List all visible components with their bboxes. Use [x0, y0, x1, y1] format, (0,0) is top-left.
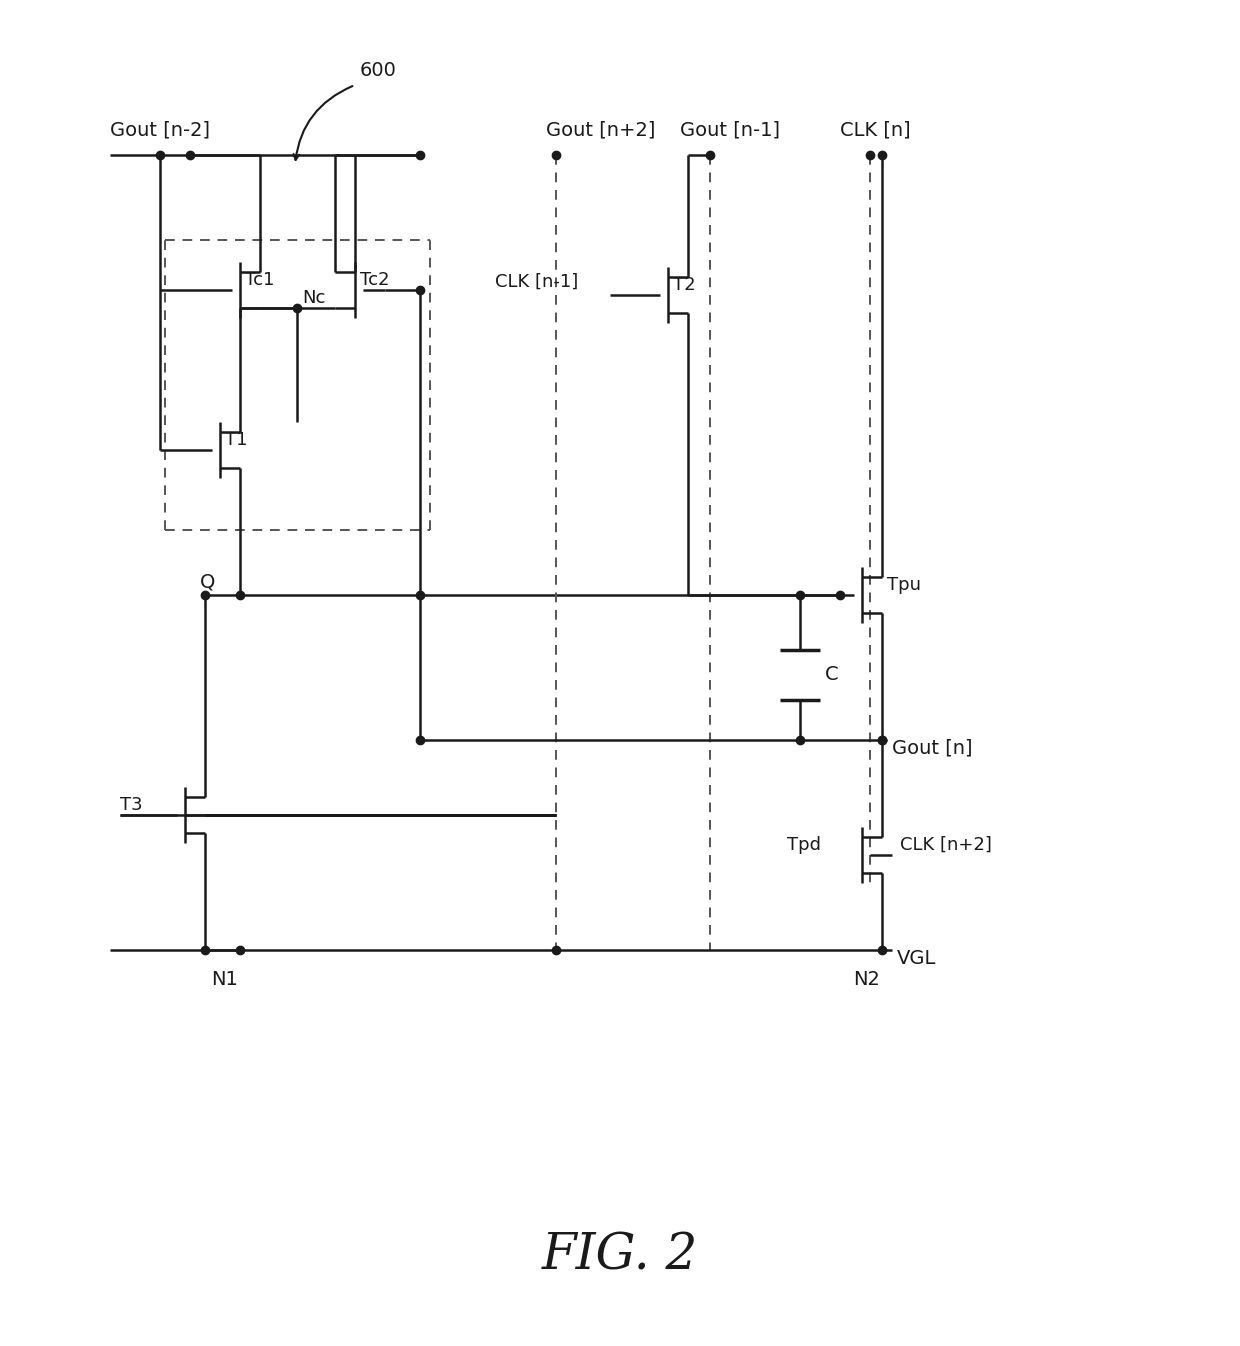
- Text: T1: T1: [224, 431, 248, 450]
- Text: Nc: Nc: [303, 289, 325, 307]
- Text: Gout [n+2]: Gout [n+2]: [546, 121, 656, 140]
- Text: VGL: VGL: [897, 949, 936, 968]
- Text: 600: 600: [360, 61, 397, 79]
- Text: CLK [n]: CLK [n]: [839, 121, 910, 140]
- Text: Tpu: Tpu: [887, 576, 921, 594]
- Text: Q: Q: [200, 572, 216, 591]
- Text: CLK [n+2]: CLK [n+2]: [900, 836, 992, 853]
- Text: Tpd: Tpd: [787, 836, 821, 853]
- Text: Gout [n-2]: Gout [n-2]: [110, 121, 210, 140]
- Text: Tc2: Tc2: [360, 271, 389, 289]
- Text: Gout [n-1]: Gout [n-1]: [680, 121, 780, 140]
- Text: Gout [n]: Gout [n]: [892, 739, 972, 758]
- Text: T3: T3: [120, 795, 143, 814]
- Text: N2: N2: [853, 970, 880, 989]
- Text: CLK [n-1]: CLK [n-1]: [495, 273, 578, 291]
- Text: T2: T2: [673, 276, 696, 293]
- Text: Tc1: Tc1: [246, 271, 274, 289]
- Text: C: C: [825, 665, 838, 685]
- Text: N1: N1: [212, 970, 238, 989]
- Text: FIG. 2: FIG. 2: [542, 1232, 698, 1281]
